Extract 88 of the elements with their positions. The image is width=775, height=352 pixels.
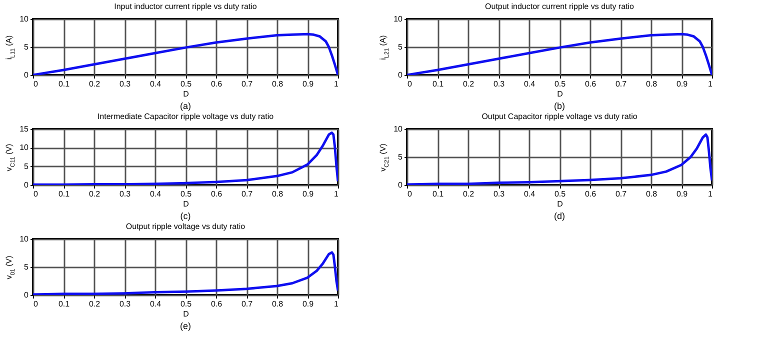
x-tick-label: 0.8: [272, 80, 284, 88]
x-tick-label: 0.1: [58, 300, 70, 308]
x-tick-label: 0.3: [119, 300, 132, 308]
y-tick-label: 0: [398, 70, 404, 80]
x-tick-label: 0.3: [493, 80, 506, 88]
x-tick-label: 0.9: [676, 190, 688, 198]
x-tick-label: 0: [34, 190, 38, 198]
x-axis-title: D: [557, 90, 564, 98]
x-tick-label: 0.5: [180, 80, 192, 88]
x-tick-label: 0.5: [180, 300, 192, 308]
chart-title: Output ripple voltage vs duty ratio: [126, 222, 246, 231]
x-tick-label: 0.8: [646, 80, 658, 88]
x-tick-label: 0.9: [302, 300, 314, 308]
x-tick-label: 0.7: [241, 80, 254, 88]
y-tick-label: 5: [398, 152, 404, 162]
x-tick-label: 0.3: [493, 190, 506, 198]
chart-title: Intermediate Capacitor ripple voltage vs duty ratio: [97, 112, 274, 121]
x-tick-label: 0.2: [462, 80, 475, 88]
x-tick-label: 0.8: [272, 190, 284, 198]
x-tick-label: 0.6: [584, 190, 597, 198]
x-tick-label: 1: [334, 300, 340, 308]
y-tick-label: 0: [24, 290, 30, 300]
x-axis-title: D: [183, 90, 190, 98]
x-tick-label: 0.3: [119, 190, 132, 198]
text: (c): [180, 211, 191, 221]
x-tick-label: 1: [708, 80, 714, 88]
x-axis-title: D: [183, 200, 190, 208]
y-tick-label: 10: [20, 143, 30, 152]
x-tick-label: 0.4: [150, 300, 162, 308]
y-tick-label: 0: [24, 180, 30, 190]
x-axis-title: D: [557, 200, 564, 208]
x-tick-label: 0.2: [462, 190, 475, 198]
x-tick-label: 0.6: [210, 80, 223, 88]
y-tick-label: 15: [20, 124, 30, 134]
x-tick-label: 0: [408, 80, 412, 88]
x-tick-label: 0.5: [554, 190, 566, 198]
text: (e): [180, 321, 191, 331]
x-tick-label: 0.4: [150, 80, 162, 88]
x-tick-label: 0.7: [615, 190, 628, 198]
y-tick-label: 0: [398, 180, 404, 190]
y-tick-label: 10: [20, 234, 30, 244]
text: (a): [180, 101, 191, 111]
x-tick-label: 0.1: [432, 190, 444, 198]
x-tick-label: 1: [334, 190, 340, 198]
x-tick-label: 1: [708, 190, 714, 198]
x-tick-label: 0.9: [302, 190, 314, 198]
x-tick-label: 0.1: [58, 80, 70, 88]
x-tick-label: 0: [34, 80, 38, 88]
y-tick-label: 5: [24, 162, 30, 171]
x-tick-label: 0.2: [88, 80, 101, 88]
y-tick-label: 5: [398, 42, 404, 52]
x-tick-label: 1: [334, 80, 340, 88]
x-tick-label: 0.9: [302, 80, 314, 88]
x-tick-label: 0.7: [615, 80, 628, 88]
chart-title: Output inductor current ripple vs duty ratio: [485, 2, 635, 11]
y-tick-label: 5: [24, 42, 30, 52]
x-tick-label: 0.6: [210, 300, 223, 308]
x-tick-label: 0: [408, 190, 412, 198]
x-tick-label: 0.4: [524, 80, 536, 88]
x-tick-label: 0.2: [88, 190, 101, 198]
x-tick-label: 0.1: [432, 80, 444, 88]
x-tick-label: 0.7: [241, 300, 254, 308]
x-tick-label: 0.5: [554, 80, 566, 88]
x-tick-label: 0.6: [584, 80, 597, 88]
x-tick-label: 0.6: [210, 190, 223, 198]
chart-title: Input inductor current ripple vs duty ratio: [114, 2, 258, 11]
x-tick-label: 0.4: [524, 190, 536, 198]
x-tick-label: 0: [34, 300, 38, 308]
y-tick-label: 10: [394, 124, 404, 134]
text: (d): [554, 211, 565, 221]
x-axis-title: D: [183, 310, 190, 318]
x-tick-label: 0.2: [88, 300, 101, 308]
x-tick-label: 0.7: [241, 190, 254, 198]
y-tick-label: 10: [20, 14, 30, 24]
x-tick-label: 0.9: [676, 80, 688, 88]
y-tick-label: 10: [394, 14, 404, 24]
line-series: [407, 133, 712, 185]
line-series: [33, 131, 338, 185]
y-tick-label: 5: [24, 262, 30, 272]
x-tick-label: 0.8: [272, 300, 284, 308]
y-tick-label: 0: [24, 70, 30, 80]
chart-title: Output Capacitor ripple voltage vs duty ratio: [482, 112, 638, 121]
text: (b): [554, 101, 565, 111]
x-tick-label: 0.5: [180, 190, 192, 198]
x-tick-label: 0.1: [58, 190, 70, 198]
x-tick-label: 0.8: [646, 190, 658, 198]
x-tick-label: 0.4: [150, 190, 162, 198]
x-tick-label: 0.3: [119, 80, 132, 88]
